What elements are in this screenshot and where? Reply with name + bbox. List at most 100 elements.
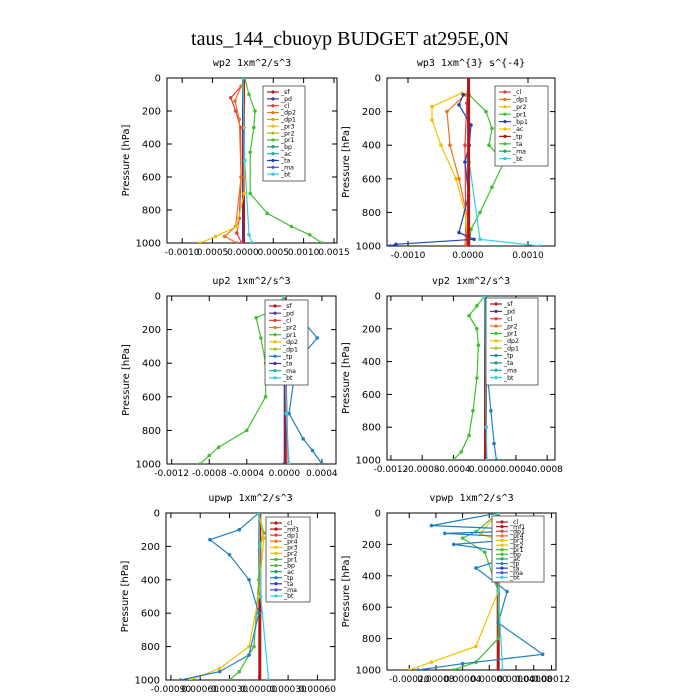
data-point-bt [538, 244, 542, 246]
legend-label: _pr1 [512, 111, 527, 118]
data-point-dp1 [457, 177, 461, 181]
y-tick-label: 800 [142, 206, 161, 217]
legend-label: _ta [280, 158, 291, 165]
plot-frame [166, 295, 337, 465]
data-point-dp2 [239, 84, 243, 89]
data-point-tp [287, 411, 291, 416]
data-point-dp2 [235, 241, 239, 243]
data-point-pr1 [487, 143, 491, 147]
data-point-pr1 [475, 327, 479, 331]
chart-panel-3: up2 1xm^2/s^3 Pressure [hPa] 0 200 400 600 800… [121, 276, 338, 479]
legend-marker [500, 575, 504, 579]
data-point-cl [228, 96, 233, 100]
legend-marker [273, 354, 277, 358]
y-axis-label: Pressure [hPa] [120, 561, 131, 633]
data-point-dp1 [445, 109, 449, 114]
x-tick-label: 0.00008 [417, 675, 454, 685]
legend-label: _tp [509, 561, 520, 568]
legend-marker [494, 346, 498, 350]
y-tick-label: 600 [141, 609, 160, 620]
legend-marker [494, 324, 498, 328]
series-group [178, 513, 271, 680]
data-point-pr1 [227, 678, 232, 680]
data-point-pr1 [307, 232, 312, 237]
legend-label: _ta [509, 565, 520, 572]
legend-label: _mf1 [283, 526, 299, 533]
x-tick-label: 0.0004 [306, 469, 338, 479]
series-line-pr1 [244, 78, 323, 243]
legend-marker [503, 157, 507, 161]
data-point-tp [494, 458, 499, 460]
series-line-bp1 [389, 94, 475, 246]
data-point-tp [496, 621, 500, 625]
legend-label: _dp1 [512, 97, 528, 104]
chart-title: vp2 1xm^2/s^3 [432, 276, 510, 287]
data-point-mf1 [496, 668, 500, 670]
data-point-bp1 [472, 237, 476, 242]
legend-marker [271, 97, 275, 101]
x-tick-label: -0.0012 [154, 469, 189, 479]
plot-frame [165, 512, 336, 681]
data-point-bt [478, 237, 482, 242]
data-point-dp2 [239, 175, 243, 179]
data-point-pr1 [471, 409, 475, 413]
data-point-cl [233, 109, 238, 113]
chart-panel-2: wp3 1xm^{3} s^{-4} Pressure [hPa] 0 200 400 6… [341, 58, 556, 261]
legend-marker [273, 304, 277, 308]
data-point-tp [227, 552, 232, 557]
legend-marker [274, 557, 278, 562]
data-point-pr1 [475, 304, 479, 308]
data-point-pr1 [451, 668, 456, 670]
data-point-pr1 [460, 536, 465, 540]
y-tick-label: 400 [362, 141, 381, 152]
x-tick-label: 0.00030 [211, 685, 248, 695]
series-line-pr1 [452, 296, 486, 460]
legend-marker [271, 138, 275, 142]
y-tick-label: 1000 [136, 239, 161, 250]
data-point-tp [217, 669, 222, 674]
x-tick-label: -0.0012 [374, 465, 409, 475]
legend-label: _ac [280, 151, 292, 158]
data-point-tp [540, 652, 545, 657]
legend-label: _ma [280, 165, 294, 172]
data-point-pr2 [430, 104, 434, 109]
legend-marker [271, 172, 275, 176]
data-point-tp [247, 578, 251, 582]
data-point-pr1 [216, 445, 221, 450]
data-point-bt [484, 425, 489, 430]
data-point-pr1 [467, 313, 471, 318]
data-point-pr1 [207, 453, 212, 458]
legend-marker [494, 339, 498, 343]
data-point-tp [257, 611, 261, 615]
data-point-tp [208, 537, 212, 542]
chart-title: up2 1xm^2/s^3 [212, 276, 290, 287]
legend-marker [274, 527, 278, 531]
legend-label: _dp1 [280, 117, 296, 124]
legend-marker [274, 563, 278, 568]
legend-label: _pr1 [282, 332, 297, 339]
y-tick-label: 600 [362, 174, 381, 185]
x-tick-label: 0.00008 [515, 675, 552, 685]
y-axis-label: Pressure [hPa] [341, 556, 352, 628]
legend: _cl_mf1_dp1_pr4_pr3_pr2_pr1_bp_ac_tp_ta_… [265, 516, 311, 603]
data-point-tp [460, 661, 465, 666]
legend-marker [274, 551, 278, 555]
legend-label: _bt [512, 156, 523, 163]
legend-label: _bt [503, 375, 514, 382]
y-axis-label: Pressure [hPa] [121, 344, 132, 416]
data-point-pr1 [237, 669, 242, 674]
x-tick-label: 0.0010 [288, 248, 320, 258]
y-tick-label: 800 [362, 208, 381, 219]
data-point-tp [247, 653, 251, 657]
x-tick-label: 0.00004 [497, 675, 534, 685]
data-point-pr1 [247, 92, 251, 97]
legend-marker [500, 525, 504, 529]
legend: _cl_dp1_pr2_pr1_bp1_ac_tp_ta_ma_bt [494, 85, 549, 167]
legend-label: _dp2 [280, 110, 296, 117]
legend-label: _pd [503, 309, 515, 316]
y-tick-label: 1000 [135, 676, 160, 687]
series-group [198, 78, 324, 243]
data-point-pr3 [198, 241, 203, 243]
data-point-pr1 [478, 210, 482, 215]
y-tick-label: 600 [142, 173, 161, 184]
